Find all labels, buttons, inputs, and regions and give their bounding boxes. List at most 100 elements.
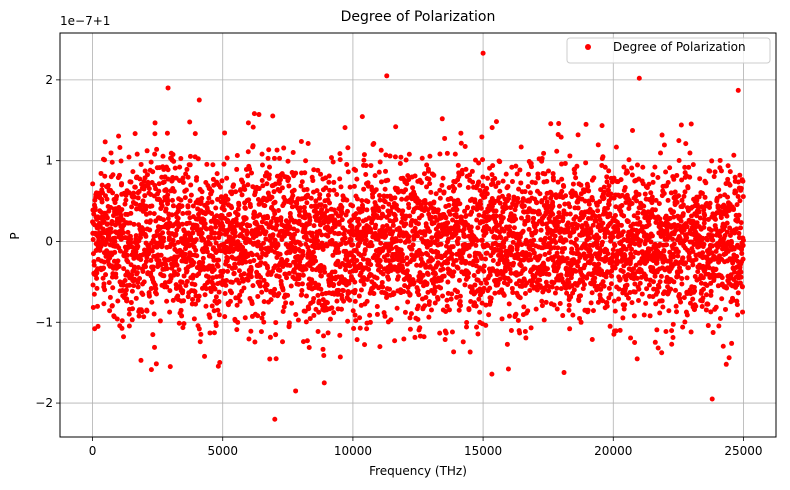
data-point <box>429 235 435 241</box>
data-point <box>290 149 296 155</box>
data-point <box>554 306 560 312</box>
data-point <box>300 252 306 258</box>
data-point <box>105 182 111 188</box>
data-point <box>435 296 441 302</box>
data-point <box>163 262 169 268</box>
data-point <box>170 151 176 157</box>
data-point <box>127 282 133 288</box>
data-point <box>207 241 213 247</box>
data-point <box>443 215 449 221</box>
data-point <box>264 181 270 187</box>
data-point <box>576 298 582 304</box>
data-point <box>133 295 139 301</box>
data-point <box>378 147 384 153</box>
data-point <box>294 201 300 207</box>
data-point <box>707 168 713 174</box>
data-point <box>325 192 331 198</box>
data-point <box>153 286 159 292</box>
data-point <box>258 274 264 280</box>
data-point <box>125 229 131 235</box>
data-point <box>462 282 468 288</box>
data-point <box>327 200 333 206</box>
data-point <box>451 269 457 275</box>
data-point <box>116 133 122 139</box>
data-point <box>534 200 540 206</box>
data-point <box>655 289 661 295</box>
data-point <box>480 157 486 163</box>
data-point <box>521 203 527 209</box>
data-point <box>102 157 108 163</box>
data-point <box>478 280 484 286</box>
data-point <box>373 187 379 193</box>
data-point <box>364 207 370 213</box>
data-point <box>331 310 337 316</box>
data-point <box>595 208 601 214</box>
data-point <box>128 236 134 242</box>
data-point <box>352 312 358 318</box>
data-point <box>573 268 579 274</box>
data-point <box>685 185 691 191</box>
data-point <box>567 326 573 332</box>
data-point <box>444 303 450 309</box>
data-point <box>690 162 696 168</box>
data-point <box>90 304 96 310</box>
data-point <box>426 176 432 182</box>
data-point <box>136 189 142 194</box>
data-point <box>423 264 429 270</box>
data-point <box>382 313 388 319</box>
data-point <box>187 162 193 168</box>
data-point <box>405 195 411 201</box>
data-point <box>518 180 524 186</box>
data-point <box>440 175 446 181</box>
data-point <box>222 130 228 136</box>
data-point <box>436 230 442 236</box>
data-point <box>272 211 278 217</box>
data-point <box>396 207 402 213</box>
data-point <box>273 356 279 362</box>
data-point <box>403 221 409 227</box>
data-point <box>652 339 658 345</box>
data-point <box>354 337 360 343</box>
data-point <box>295 317 301 323</box>
data-point <box>518 144 524 150</box>
data-point <box>505 366 511 372</box>
data-point <box>143 203 149 209</box>
data-point <box>493 208 499 214</box>
data-point <box>303 158 309 164</box>
data-point <box>596 235 602 241</box>
data-point <box>187 119 193 125</box>
data-point <box>635 215 641 221</box>
data-point <box>266 172 272 178</box>
data-point <box>515 317 521 323</box>
data-point <box>552 233 558 239</box>
data-point <box>679 275 685 281</box>
data-point <box>495 180 501 186</box>
data-point <box>465 185 471 190</box>
data-point <box>452 151 458 157</box>
data-point <box>286 320 292 326</box>
data-point <box>364 326 370 332</box>
data-point <box>686 265 692 271</box>
data-point <box>256 186 262 192</box>
data-point <box>351 183 357 189</box>
data-point <box>170 297 176 303</box>
data-point <box>249 170 255 176</box>
data-point <box>228 290 234 296</box>
data-point <box>705 323 711 329</box>
data-point <box>133 201 139 207</box>
data-point <box>659 132 665 138</box>
data-point <box>127 220 133 226</box>
data-point <box>665 179 671 185</box>
data-point <box>700 250 706 256</box>
data-point <box>437 195 443 201</box>
data-point <box>629 200 635 206</box>
data-point <box>180 325 186 331</box>
data-point <box>454 214 460 220</box>
data-point <box>326 179 332 185</box>
data-point <box>104 196 110 202</box>
data-point <box>716 187 722 193</box>
data-point <box>371 141 377 147</box>
data-point <box>303 230 309 236</box>
data-point <box>132 184 138 190</box>
data-point <box>261 277 267 283</box>
